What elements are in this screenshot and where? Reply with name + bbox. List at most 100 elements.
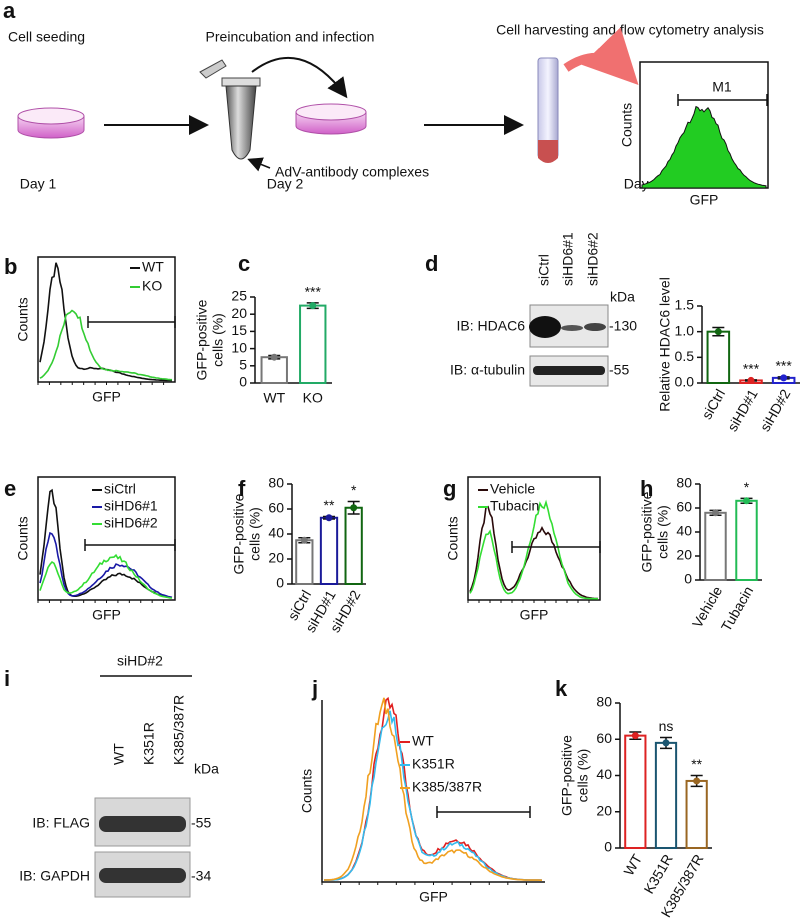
y-tick-label: 20 [231,305,247,321]
panel-letter: b [4,254,17,279]
marker: -55 [191,815,211,831]
axis-title: Counts [619,103,635,147]
marker: -34 [191,868,211,884]
axis-title: GFP-positive [194,299,210,380]
y-tick-label: 10 [231,339,247,355]
legend-label: siCtrl [104,481,136,497]
legend-label: Tubacin [490,498,539,514]
x-tick-label: siHD#2 [757,386,794,434]
gate-label: M1 [712,79,732,95]
arrow [563,27,639,85]
legend-label: WT [142,259,164,275]
y-tick-label: 0.0 [675,374,695,390]
lane-label: K385/387R [171,695,187,765]
panel-letter: f [238,476,246,501]
y-tick-label: 20 [268,550,284,566]
dish [295,103,367,135]
blot-label: IB: HDAC6 [457,318,526,334]
panel-letter: c [238,251,250,276]
axis-title: GFP-positive [559,735,575,816]
panel-letter: d [425,251,438,276]
y-tick-label: 40 [268,525,284,541]
marker: -130 [609,318,637,334]
unit: kDa [610,289,635,305]
axis-title: GFP [419,889,448,905]
panel-letter: h [640,476,653,501]
axis-title: GFP-positive [231,493,247,574]
band [533,366,605,375]
blot-label: IB: α-tubulin [450,362,525,378]
western-blot: siCtrl siHD6#1 siHD6#2 kDa IB: HDAC6 -13… [450,232,637,387]
mean-dot [270,353,278,361]
dish [17,107,85,139]
lane-label: K351R [141,722,157,765]
lane-label: siHD6#1 [560,232,576,286]
axis-title: Counts [15,297,31,341]
significance: *** [743,361,760,377]
legend-label: WT [412,733,434,749]
panel-letter: i [4,666,10,691]
mean-dot [350,504,358,512]
significance: ** [324,497,335,513]
axis-title: cells (%) [655,505,671,559]
panel-letter: e [4,476,16,501]
gate [677,94,768,106]
bar [319,516,339,585]
legend-label: Vehicle [490,481,535,497]
axis-title: Counts [445,516,461,560]
mean-dot [631,732,639,740]
gate [436,806,531,818]
mean-dot [662,739,670,747]
band [584,323,606,331]
panel-letter: j [311,676,318,701]
histogram-area [641,105,767,189]
bar [704,511,727,581]
band [99,816,186,832]
significance: *** [305,284,322,300]
panel-letter: k [555,676,568,701]
y-tick-label: 60 [596,730,612,746]
histogram-curve [39,531,173,599]
histogram-curve [469,499,599,600]
axis-title: GFP-positive [639,491,655,572]
histogram-curve [39,553,173,599]
bar [654,741,678,849]
significance: *** [775,358,792,374]
y-tick-label: 80 [268,475,284,491]
x-tick-label: WT [263,390,285,406]
y-tick-label: 25 [231,288,247,304]
gate [87,316,176,328]
legend-label: K351R [412,756,455,772]
day-label: Day 1 [20,176,57,192]
mean-dot [747,376,755,384]
legend-label: siHD6#2 [104,515,158,531]
panel-letter: g [443,476,456,501]
axis-title: Counts [15,516,31,560]
significance: ns [659,718,674,734]
legend-label: siHD6#1 [104,498,158,514]
blot-label: IB: FLAG [32,815,90,831]
x-tick-label: siHD#1 [724,386,761,434]
y-tick-label: 0.5 [675,348,695,364]
axis-title: cells (%) [575,749,591,803]
lane-label: siHD6#2 [585,232,601,286]
y-tick-label: 60 [676,499,692,515]
legend-label: K385/387R [412,779,482,795]
bar [260,356,288,385]
x-tick-label: KO [303,390,323,406]
legend-label: KO [142,278,162,294]
arrow [247,157,271,172]
y-tick-label: 5 [239,357,247,373]
y-tick-label: 1.5 [675,297,695,313]
bar [299,304,327,385]
y-tick-label: 0 [684,571,692,587]
y-tick-label: 0 [604,839,612,855]
step-label: Cell seeding [8,29,85,45]
histogram-curve [39,309,173,381]
band [99,868,186,883]
y-tick-label: 80 [676,475,692,491]
blot-label: IB: GAPDH [19,868,90,884]
y-tick-label: 20 [676,547,692,563]
y-tick-label: 15 [231,322,247,338]
bar [295,539,314,585]
